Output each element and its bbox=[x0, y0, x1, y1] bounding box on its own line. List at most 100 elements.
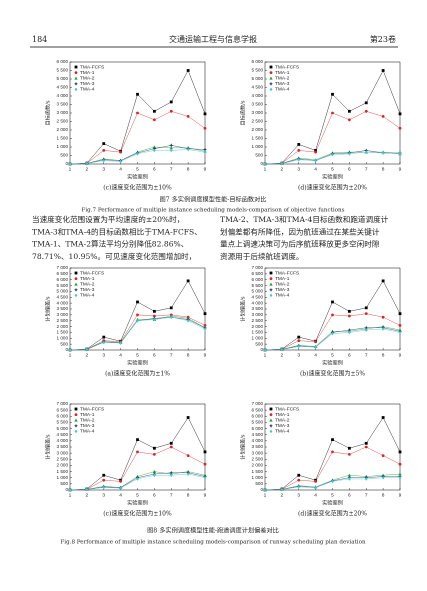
marker bbox=[398, 472, 402, 476]
marker bbox=[203, 450, 207, 454]
y-tick-label: 0 bbox=[260, 487, 263, 492]
y-tick-label: 0 bbox=[65, 161, 68, 166]
marker bbox=[347, 151, 351, 156]
legend-label: TMA-1 bbox=[80, 70, 95, 76]
y-tick-label: 3 000 bbox=[252, 312, 264, 317]
x-tick-label: 9 bbox=[399, 166, 402, 172]
legend-label: TMA-2 bbox=[275, 417, 290, 423]
x-tick-label: 3 bbox=[297, 352, 300, 358]
marker bbox=[364, 101, 368, 105]
legend-marker bbox=[269, 71, 273, 74]
y-tick-label: 6 000 bbox=[252, 277, 264, 282]
marker bbox=[102, 485, 106, 490]
marker bbox=[398, 312, 402, 316]
marker bbox=[68, 162, 72, 166]
marker bbox=[169, 100, 173, 104]
x-tick-label: 5 bbox=[331, 492, 334, 498]
x-axis-label: 实验案例 bbox=[322, 173, 343, 181]
marker bbox=[169, 148, 173, 153]
legend-label: TMA-1 bbox=[80, 412, 95, 418]
x-tick-label: 9 bbox=[204, 492, 207, 498]
y-tick-label: 3 500 bbox=[57, 102, 69, 107]
marker bbox=[186, 472, 190, 476]
marker bbox=[398, 112, 402, 116]
x-tick-label: 6 bbox=[348, 352, 351, 358]
legend-marker bbox=[269, 407, 273, 411]
y-tick-label: 500 bbox=[60, 481, 68, 486]
x-tick-label: 7 bbox=[170, 492, 173, 498]
marker bbox=[203, 462, 207, 466]
legend-label: TMA-4 bbox=[275, 87, 290, 93]
marker bbox=[381, 327, 385, 331]
y-tick-label: 2 000 bbox=[252, 463, 264, 468]
y-tick-label: 5 000 bbox=[252, 289, 264, 294]
marker bbox=[102, 335, 106, 339]
marker bbox=[119, 150, 123, 154]
legend-marker bbox=[74, 71, 78, 74]
marker bbox=[152, 118, 156, 122]
x-tick-label: 7 bbox=[365, 166, 368, 172]
marker bbox=[169, 470, 174, 475]
y-tick-label: 4 500 bbox=[252, 432, 264, 437]
marker bbox=[364, 445, 368, 449]
marker bbox=[186, 454, 190, 457]
y-tick-label: 1 500 bbox=[252, 330, 264, 335]
body-line: 资源用于后续航班调度。 bbox=[220, 251, 304, 261]
marker bbox=[297, 473, 301, 477]
marker bbox=[169, 143, 174, 148]
y-tick-label: 6 000 bbox=[252, 414, 264, 419]
legend-marker bbox=[269, 423, 273, 428]
marker bbox=[203, 312, 207, 316]
marker bbox=[347, 473, 352, 477]
y-tick-label: 4 000 bbox=[57, 93, 69, 98]
marker bbox=[152, 309, 156, 313]
marker bbox=[203, 112, 207, 116]
legend-marker bbox=[269, 282, 273, 286]
legend-marker bbox=[269, 413, 273, 416]
legend-label: TMA-FCFS bbox=[80, 270, 104, 276]
x-tick-label: 7 bbox=[365, 492, 368, 498]
marker bbox=[102, 340, 106, 345]
y-tick-label: 6 500 bbox=[57, 271, 69, 276]
legend-label: TMA-2 bbox=[80, 417, 95, 423]
y-tick-label: 1 500 bbox=[57, 330, 69, 335]
x-tick-label: 8 bbox=[187, 166, 190, 172]
y-tick-label: 2 500 bbox=[57, 119, 69, 124]
marker bbox=[203, 475, 207, 480]
x-axis-label: 实验案例 bbox=[127, 359, 148, 367]
x-tick-label: 2 bbox=[281, 166, 284, 172]
y-tick-label: 3 500 bbox=[57, 306, 69, 311]
x-tick-label: 6 bbox=[348, 492, 351, 498]
x-tick-label: 4 bbox=[119, 352, 122, 358]
marker bbox=[136, 450, 139, 454]
chart-subtitle: (b)速度变化范围为±5% bbox=[300, 370, 365, 378]
y-tick-label: 1 000 bbox=[252, 336, 264, 341]
y-tick-label: 5 500 bbox=[57, 283, 69, 288]
legend-label: TMA-FCFS bbox=[275, 406, 299, 412]
legend-label: TMA-FCFS bbox=[80, 64, 104, 70]
body-line: 量点上调速决策可为后序航班释放更多空闲时隙 bbox=[220, 239, 380, 249]
legend-label: TMA-4 bbox=[80, 87, 95, 93]
marker bbox=[331, 438, 334, 442]
x-tick-label: 6 bbox=[153, 352, 156, 358]
marker bbox=[119, 480, 123, 483]
marker bbox=[297, 485, 301, 489]
x-tick-label: 4 bbox=[119, 166, 122, 172]
marker bbox=[152, 314, 156, 318]
x-tick-label: 7 bbox=[170, 352, 173, 358]
y-tick-label: 1 500 bbox=[57, 136, 69, 141]
x-axis-label: 实验案例 bbox=[322, 499, 343, 507]
y-tick-label: 7 000 bbox=[252, 265, 264, 270]
body-line: 78.71%、10.95%。可见速度变化范围增加时， bbox=[32, 251, 196, 261]
y-tick-label: 5 500 bbox=[57, 68, 69, 73]
y-tick-label: 2 000 bbox=[252, 127, 264, 132]
x-tick-label: 3 bbox=[102, 492, 105, 498]
y-tick-label: 2 000 bbox=[57, 463, 69, 468]
y-tick-label: 4 500 bbox=[57, 295, 69, 300]
y-tick-label: 5 000 bbox=[57, 76, 69, 81]
chart-subtitle: (c)速度变化范围为±10% bbox=[103, 510, 172, 518]
marker bbox=[331, 152, 334, 157]
y-tick-label: 2 500 bbox=[252, 457, 264, 462]
y-tick-label: 2 500 bbox=[57, 318, 69, 323]
legend-label: TMA-3 bbox=[80, 81, 95, 87]
